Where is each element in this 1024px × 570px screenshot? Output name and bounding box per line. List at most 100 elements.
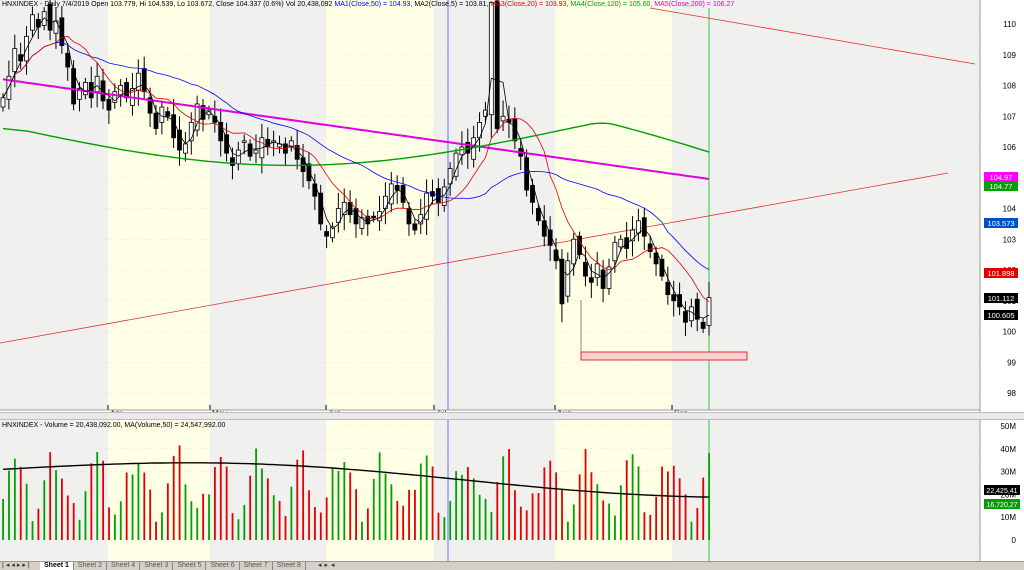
candle-body — [583, 261, 588, 277]
volume-bar — [261, 468, 263, 540]
volume-bar — [61, 478, 63, 540]
volume-bar — [349, 472, 352, 540]
volume-bar — [478, 494, 481, 540]
volume-bar — [425, 455, 428, 540]
chart-header: HNXINDEX - Daily 7/4/2019 Open 103.779, … — [2, 0, 734, 9]
candle-body — [600, 269, 606, 289]
sheet-tab[interactable]: Sheet 6 — [206, 562, 240, 570]
volume-bar — [296, 459, 299, 540]
volume-bar — [390, 484, 393, 540]
volume-bar — [166, 483, 169, 540]
support-zone-rectangle[interactable] — [580, 351, 748, 361]
volume-bar — [655, 496, 658, 540]
volume-bar — [31, 521, 34, 540]
volume-bar — [378, 452, 381, 540]
candle-body — [606, 266, 612, 289]
volume-header: HNXINDEX - Volume = 20,438,092.00, MA(Vo… — [2, 422, 226, 429]
candle-body — [688, 306, 694, 322]
candle-body — [359, 217, 365, 229]
sheet-tab[interactable]: Sheet 3 — [140, 562, 174, 570]
sheet-tab[interactable]: Sheet 5 — [173, 562, 207, 570]
volume-grid — [0, 425, 980, 541]
candle-body — [0, 97, 6, 108]
lower-trendline[interactable] — [0, 172, 949, 344]
price-tick-label: 104 — [1003, 205, 1017, 214]
candle-body — [706, 297, 712, 326]
price-badge-label: 100.605 — [987, 311, 1014, 320]
candle-body — [694, 298, 700, 320]
candle-body — [459, 146, 465, 156]
volume-bar — [155, 521, 157, 540]
month-band — [210, 0, 326, 410]
month-band — [434, 0, 555, 410]
candle-body — [671, 294, 677, 302]
volume-bar — [508, 449, 510, 540]
candle-body — [377, 211, 382, 222]
sheet-tab[interactable]: Sheet 4 — [107, 562, 141, 570]
month-band — [108, 0, 210, 410]
volume-bar — [696, 507, 699, 540]
volume-bar — [437, 512, 440, 540]
volume-bar — [590, 472, 593, 540]
candle-body — [12, 48, 18, 73]
candle-body — [265, 138, 271, 148]
volume-bar — [402, 505, 405, 540]
volume-bar — [661, 466, 663, 540]
candle-body — [47, 3, 53, 31]
candle-body — [494, 0, 500, 129]
candle-body — [447, 168, 453, 185]
header-symbol: HNXINDEX — [2, 1, 39, 8]
sheet-nav-buttons[interactable]: |◂◂▸▸| — [2, 562, 32, 569]
price-chart[interactable]: 1101091081071061051041031021011009998 10… — [0, 0, 1024, 412]
ma20-line — [2, 35, 710, 303]
price-badge-label: 101.898 — [987, 269, 1014, 278]
price-axis-bg[interactable] — [980, 0, 1024, 412]
volume-bar — [108, 507, 110, 540]
volume-bar — [455, 471, 458, 540]
month-bands — [0, 0, 980, 410]
candle-body — [618, 238, 624, 248]
upper-trendline[interactable] — [649, 7, 976, 65]
volume-bar — [643, 512, 646, 540]
price-badge — [984, 172, 1018, 182]
volume-bar — [543, 467, 546, 540]
volume-bar — [372, 478, 375, 540]
candle-body — [700, 321, 706, 329]
volume-bar — [584, 449, 587, 540]
volume-bar — [72, 502, 75, 540]
volume-bar — [702, 477, 705, 540]
candle-body — [400, 185, 406, 203]
volume-bar — [337, 470, 340, 540]
candle-body — [541, 220, 547, 237]
volume-bar — [190, 501, 193, 540]
candle-body — [406, 208, 412, 225]
volume-bar — [472, 478, 475, 540]
volume-bar — [596, 484, 599, 540]
candle-body — [412, 223, 418, 231]
sheet-scroll-arrows[interactable]: ◂▸◂ — [318, 562, 338, 569]
tab-sheet-1[interactable]: Sheet 1 — [40, 562, 74, 570]
sheet-tab[interactable]: Sheet 7 — [240, 562, 273, 570]
sheet-tab[interactable]: Sheet 2 — [74, 562, 108, 570]
sheet-tab[interactable]: Sheet 8 — [273, 562, 306, 570]
candle-body — [483, 109, 488, 117]
pane-splitter[interactable] — [0, 412, 1024, 420]
sheet-tab-bar: |◂◂▸▸| Sheet 1 Sheet 2 Sheet 4 Sheet 3 Sheet … — [0, 561, 1024, 570]
candle-body — [306, 163, 312, 182]
candle-body — [188, 122, 194, 142]
header-ma1: MA1(Close,50) = 104.93, — [334, 1, 413, 8]
price-badge — [984, 181, 1018, 191]
volume-bar — [684, 494, 687, 540]
candle-body — [612, 241, 618, 262]
other-sheet-tabs: Sheet 2 Sheet 4 Sheet 3 Sheet 5 Sheet 6 Sheet… — [74, 562, 306, 570]
volume-bar — [667, 471, 669, 540]
candle-body — [653, 252, 659, 265]
candle-body — [641, 217, 647, 237]
volume-bar — [102, 460, 105, 540]
volume-bar — [119, 501, 122, 540]
candle-body — [200, 105, 206, 120]
price-tick-label: 107 — [1003, 112, 1017, 121]
candle-body — [353, 208, 359, 225]
